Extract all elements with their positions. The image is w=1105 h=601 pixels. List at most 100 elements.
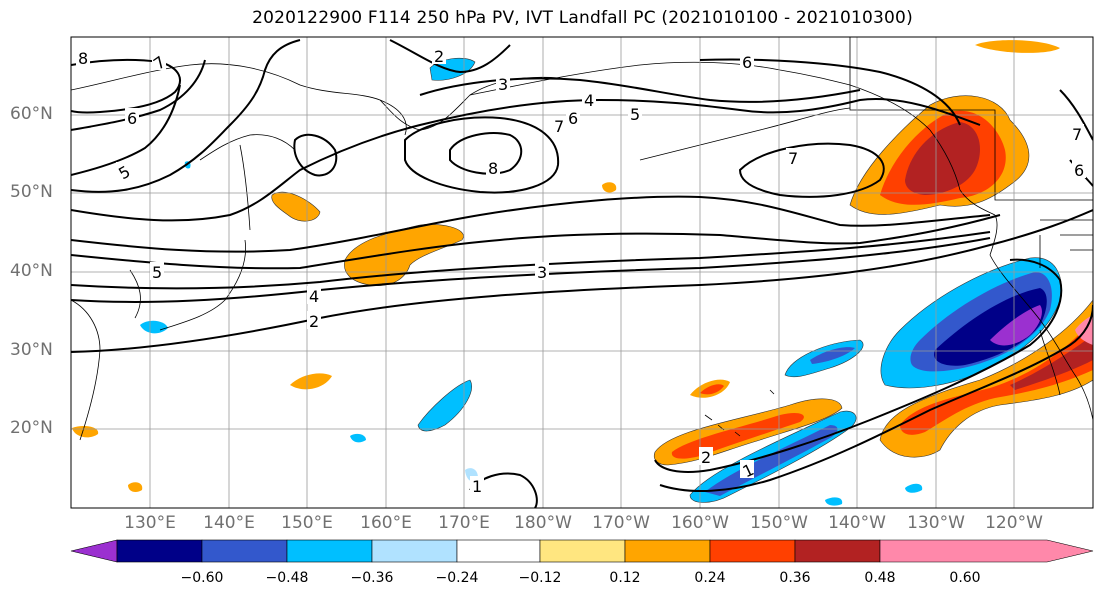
pv-contour-6-lower [71,195,991,253]
contour-label: 6 [742,53,752,72]
lat-label-40n: 40°N [10,261,53,281]
coastline-usa-west [989,254,1093,421]
colorbar-tick-label: 0.48 [864,570,896,586]
lon-label-170e: 170°E [438,513,490,533]
contour-label: 5 [115,162,133,184]
contour-label: 4 [309,287,319,306]
colorbar-tick-label: −0.48 [265,570,309,586]
negative-anomaly-small-c [350,433,366,443]
negative-anomaly-california-core [990,305,1042,346]
colorbar-segment [286,539,373,563]
lon-label-180w: 180°W [514,513,572,533]
positive-anomaly-japan-north [271,191,321,222]
coastline-bc [989,214,998,256]
contour-label: 6 [568,109,578,128]
colorbar-tick-label: 0.24 [694,570,726,586]
coastline-hawaii [704,389,775,437]
map-title: 2020122900 F114 250 hPa PV, IVT Landfall… [252,8,913,28]
pv-contour-7-ring [404,116,560,194]
positive-anomaly-small-b [602,182,617,193]
pv-contour-closed-7-east [738,142,885,198]
negative-anomaly-subtropical-band-core [705,425,838,496]
colorbar-tick-label: 0.36 [779,570,811,586]
colorbar-segment [539,539,626,563]
plot-frame [70,36,1094,509]
colorbar-tick-label: −0.12 [518,570,562,586]
contour-label: 6 [127,109,137,128]
lon-label-130e: 130°E [124,513,176,533]
coastline-alaska [849,84,996,216]
lon-label-130w: 130°W [907,513,965,533]
contour-labels: 8 7 6 5 2 3 4 5 6 7 8 7 6 5 4 3 2 7 6 [76,46,1086,496]
pv-contour-5-left [71,84,181,176]
lon-label-160w: 160°W [671,513,729,533]
lon-label-170w: 170°W [592,513,650,533]
lat-label-60n: 60°N [10,104,53,124]
coastline-asia-north [71,63,407,136]
contour-label: 3 [537,263,547,282]
contour-label: 6 [1074,161,1084,180]
coastline-china [71,299,101,441]
coastline-sakhalin [239,144,251,231]
lon-label-140e: 140°E [203,513,255,533]
lon-label-140w: 140°W [828,513,886,533]
lon-label-120w: 120°W [985,513,1043,533]
pv-contour-7-left [71,58,181,114]
contour-label: 7 [554,117,564,136]
colorbar-segment [116,539,203,563]
contour-label: 8 [78,49,88,68]
coastline-canada-border [849,37,1093,201]
colorbar-tick-label: 0.12 [609,570,641,586]
pv-contour-layer [71,39,1093,508]
contour-label: 5 [152,263,162,282]
colorbar-segment [794,539,881,563]
colorbar-segment [709,539,796,563]
pv-contour-3-north [419,77,861,103]
coastline-siberia-east [469,61,851,96]
negative-anomaly-small-f [825,497,843,506]
coastline-japan [159,239,246,331]
contour-label: 7 [150,52,169,73]
contour-label: 4 [584,91,594,110]
lat-label-20n: 20°N [10,418,53,438]
positive-anomaly-top-right [975,40,1060,53]
contour-label: 7 [1072,125,1082,144]
lon-label-160e: 160°E [360,513,412,533]
pv-contour-2-north [389,39,511,74]
colorbar-arrow-high [879,539,1094,563]
lon-label-150w: 150°W [750,513,808,533]
pv-contour-2 [71,209,1093,353]
pv-contour-closed-6-small [293,133,338,177]
positive-anomaly-small-d [128,482,143,493]
pv-contour-6-left [71,59,206,131]
contour-label: 2 [701,448,711,467]
coastline-layer [71,37,1093,441]
negative-anomaly-hawaii-west [417,379,472,432]
contour-label: 3 [498,75,508,94]
positive-anomaly-california-plume-core [1010,335,1093,390]
pv-contour-closed-8 [449,132,523,175]
lat-label-50n: 50°N [10,182,53,202]
negative-anomaly-small-e [905,483,923,493]
positive-anomaly-small-e-core [700,384,724,395]
colorbar [70,539,1094,563]
pv-contour-1-subtropical [654,258,1063,473]
colorbar-tick-label: −0.36 [350,570,394,586]
positive-anomaly-small-c [72,426,99,438]
coastline-aleutians [639,107,851,161]
colorbar-tick-label: −0.24 [435,570,479,586]
pv-contour-5 [71,214,1001,270]
colorbar-segment [201,539,288,563]
colorbar-segment [624,539,711,563]
positive-anomaly-gulf-alaska-core [905,122,980,195]
contour-label: 5 [630,105,640,124]
lon-label-150e: 150°E [281,513,333,533]
pv-contour-outer [71,39,301,193]
lat-label-30n: 30°N [10,340,53,360]
gridlines [71,37,1093,508]
contour-label: 7 [788,149,798,168]
positive-anomaly-california-plume-mid [900,320,1093,435]
contour-label: 2 [434,47,444,66]
negative-anomaly-small-b [140,320,168,334]
